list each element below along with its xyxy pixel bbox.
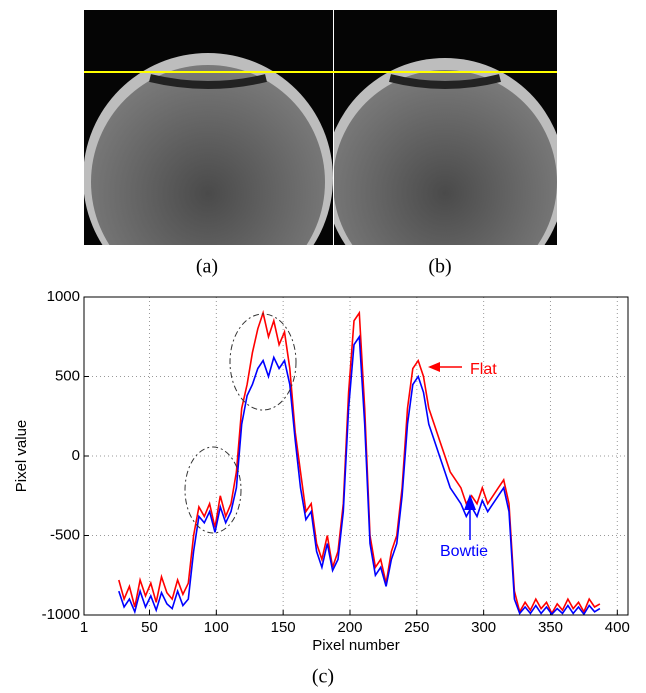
series-line <box>118 334 601 616</box>
x-tick-label: 300 <box>471 619 496 636</box>
caption: (a) <box>196 256 218 278</box>
arrow-head <box>464 494 476 510</box>
x-axis-label: Pixel number <box>312 637 400 654</box>
x-tick-label: 100 <box>204 619 229 636</box>
y-axis-label: Pixel value <box>13 420 30 493</box>
x-tick-label: 400 <box>605 619 630 636</box>
x-tick-label: 200 <box>337 619 362 636</box>
caption: (b) <box>428 256 451 278</box>
legend-label: Flat <box>470 361 497 378</box>
y-tick-label: 1000 <box>47 288 80 305</box>
x-tick-label: 1 <box>80 619 88 636</box>
legend-label: Bowtie <box>440 543 488 560</box>
y-tick-label: 500 <box>55 367 80 384</box>
highlight-ellipse <box>184 446 242 534</box>
x-tick-label: 150 <box>271 619 296 636</box>
caption: (c) <box>312 666 334 688</box>
y-tick-label: -1000 <box>42 606 80 623</box>
highlight-ellipse <box>229 313 297 411</box>
y-tick-label: -500 <box>50 526 80 543</box>
x-tick-label: 50 <box>141 619 158 636</box>
arrow-head <box>428 362 440 372</box>
ct-image-a <box>84 10 333 245</box>
ct-image-b <box>334 10 557 245</box>
x-tick-label: 250 <box>404 619 429 636</box>
plot-frame <box>83 296 629 616</box>
y-tick-label: 0 <box>72 447 80 464</box>
x-tick-label: 350 <box>538 619 563 636</box>
